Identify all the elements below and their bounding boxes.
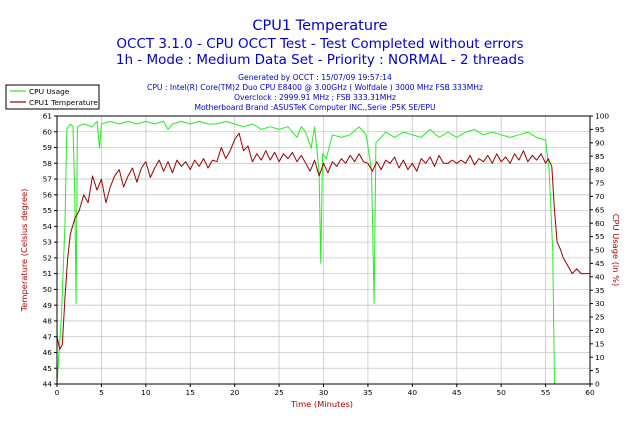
left-axis-label: Temperature (Celsius degree) [19, 189, 29, 313]
x-tick-label: 20 [230, 388, 240, 397]
left-tick-label: 49 [43, 301, 53, 310]
series-line-cpu-usage [56, 120, 590, 385]
right-tick-label: 40 [595, 272, 605, 281]
left-tick-label: 44 [43, 380, 53, 389]
right-tick-label: 30 [595, 299, 605, 308]
info-motherboard: Motherboard Brand :ASUSTeK Computer INC.… [194, 103, 435, 112]
legend-box [5, 84, 100, 110]
right-tick-label: 15 [595, 339, 605, 348]
right-tick-label: 85 [595, 152, 605, 161]
x-tick-label: 30 [319, 388, 329, 397]
x-axis-ticks: 0 5 10 15 20 25 30 35 40 45 50 55 60 [55, 384, 595, 397]
right-tick-label: 60 [595, 219, 605, 228]
x-axis-label: Time (Minutes) [290, 399, 353, 409]
legend: CPU Usage CPU1 Temperature [5, 84, 100, 110]
x-tick-label: 40 [408, 388, 418, 397]
left-tick-label: 58 [43, 159, 53, 168]
left-tick-label: 51 [43, 269, 53, 278]
grid [56, 115, 591, 385]
right-tick-label: 0 [595, 380, 600, 389]
x-tick-label: 50 [496, 388, 506, 397]
left-tick-label: 52 [43, 253, 52, 262]
left-tick-label: 47 [43, 332, 53, 341]
chart-subtitle-1: OCCT 3.1.0 - CPU OCCT Test - Test Comple… [116, 36, 523, 52]
x-tick-label: 15 [186, 388, 196, 397]
right-tick-label: 20 [595, 326, 605, 335]
right-tick-label: 95 [595, 125, 605, 134]
left-tick-label: 61 [43, 112, 53, 121]
x-tick-label: 25 [274, 388, 284, 397]
right-tick-label: 65 [595, 205, 605, 214]
right-tick-label: 80 [595, 165, 605, 174]
left-tick-label: 45 [43, 364, 53, 373]
left-axis-ticks: 44 45 46 47 48 49 50 51 52 53 54 55 56 57 58 59 60 61 [43, 112, 57, 389]
right-tick-label: 35 [595, 286, 605, 295]
x-tick-label: 45 [452, 388, 462, 397]
right-axis-ticks: 0 5 10 15 20 25 30 35 40 45 50 55 60 65 70 75 80 85 90 95 10… [590, 112, 609, 389]
right-tick-label: 5 [595, 366, 600, 375]
left-tick-label: 60 [43, 127, 53, 136]
x-tick-label: 55 [541, 388, 551, 397]
chart-subtitle-2: 1h - Mode : Medium Data Set - Priority :… [116, 52, 524, 68]
left-tick-label: 55 [43, 206, 53, 215]
legend-label-temperature: CPU1 Temperature [29, 98, 98, 107]
left-tick-label: 48 [43, 317, 53, 326]
right-tick-label: 70 [595, 192, 605, 201]
right-axis-label: CPU Usage (in %) [611, 214, 621, 287]
info-cpu: CPU : Intel(R) Core(TM)2 Duo CPU E8400 @… [147, 83, 483, 92]
right-tick-label: 55 [595, 232, 605, 241]
series-line-cpu1-temperature [56, 132, 590, 350]
right-tick-label: 75 [595, 179, 605, 188]
info-overclock: Overclock : 2999.91 MHz ; FSB 333.31MHz [234, 93, 396, 102]
info-generated: Generated by OCCT : 15/07/09 19:57:14 [238, 73, 392, 82]
x-tick-label: 0 [55, 388, 60, 397]
chart-title: CPU1 Temperature [252, 18, 387, 34]
x-tick-label: 35 [363, 388, 373, 397]
left-tick-label: 56 [43, 190, 53, 199]
left-tick-label: 54 [43, 222, 53, 231]
series-layer [56, 120, 590, 385]
left-tick-label: 50 [43, 285, 53, 294]
left-tick-label: 53 [43, 238, 53, 247]
left-tick-label: 57 [43, 175, 53, 184]
right-tick-label: 100 [595, 112, 609, 121]
x-tick-label: 10 [141, 388, 151, 397]
right-tick-label: 90 [595, 138, 605, 147]
left-tick-label: 59 [43, 143, 53, 152]
right-tick-label: 45 [595, 259, 605, 268]
x-tick-label: 60 [585, 388, 595, 397]
left-tick-label: 46 [43, 348, 53, 357]
legend-label-cpu-usage: CPU Usage [29, 87, 70, 96]
right-tick-label: 10 [595, 353, 605, 362]
x-tick-label: 5 [99, 388, 104, 397]
right-tick-label: 25 [595, 313, 605, 322]
right-tick-label: 50 [595, 246, 605, 255]
